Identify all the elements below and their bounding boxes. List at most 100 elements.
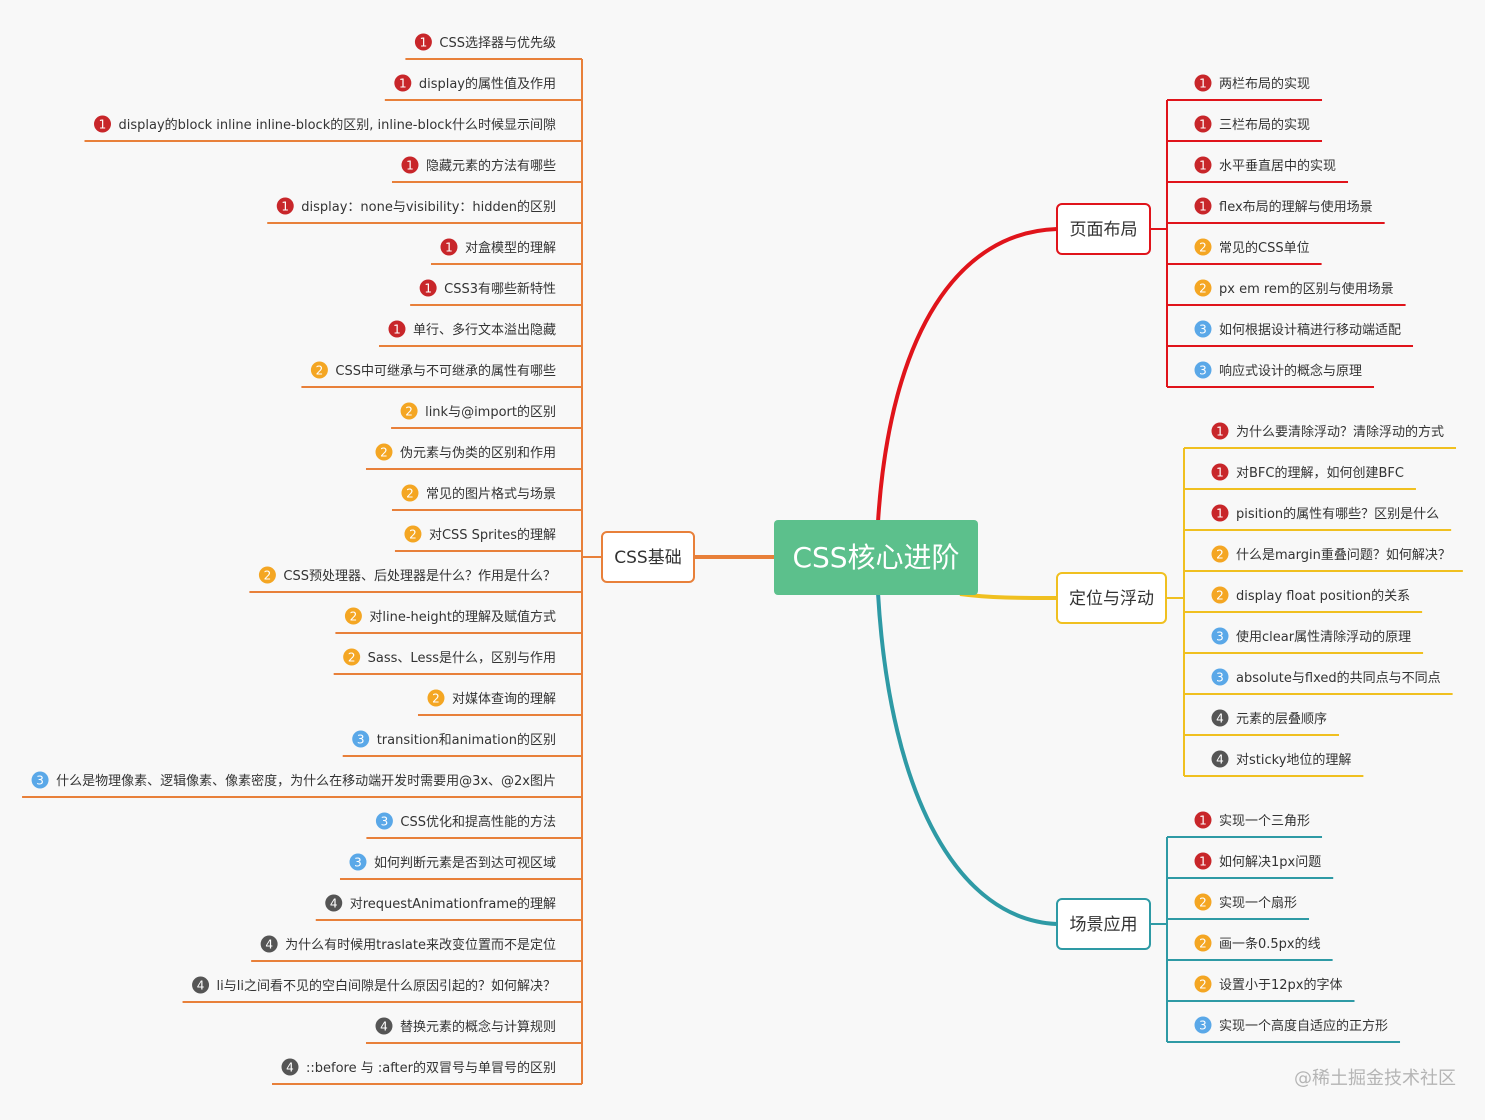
priority-badge-circle (325, 894, 343, 912)
priority-badge-number: 4 (380, 1020, 388, 1034)
left-leaf[interactable]: ::before 与 :after的双冒号与单冒号的区别 4 (272, 1058, 582, 1085)
scene-branch-leaf[interactable]: 画一条0.5px的线 2 (1167, 934, 1333, 961)
layout-branch-leaf[interactable]: 如何根据设计稿进行移动端适配 3 (1167, 320, 1414, 347)
left-leaf[interactable]: display：none与visibility：hidden的区别 1 (267, 197, 582, 224)
left-leaf[interactable]: CSS3有哪些新特性 1 (410, 279, 582, 306)
priority-badge-number: 1 (1199, 814, 1207, 828)
left-leaf[interactable]: link与@import的区别 2 (391, 402, 582, 429)
layout-branch-leaf[interactable]: 响应式设计的概念与原理 3 (1167, 361, 1375, 388)
topic-scene-apps[interactable]: 场景应用 (1056, 898, 1151, 950)
priority-badge-circle (1211, 586, 1229, 604)
priority-badge: 3 (1194, 1016, 1212, 1034)
priority-badge: 2 (1194, 238, 1212, 256)
priority-badge-number: 4 (197, 979, 205, 993)
priority-badge: 4 (325, 894, 343, 912)
float-branch-leaf[interactable]: 元素的层叠顺序 4 (1184, 709, 1340, 736)
float-branch-leaf[interactable]: 使用clear属性清除浮动的原理 3 (1184, 627, 1424, 654)
left-leaf[interactable]: 对盒模型的理解 1 (430, 238, 582, 265)
scene-branch-leaf[interactable]: 实现一个三角形 1 (1167, 811, 1323, 838)
layout-branch-leaf[interactable]: 水平垂直居中的实现 1 (1167, 156, 1349, 183)
priority-badge-number: 3 (1216, 630, 1224, 644)
priority-badge-circle (1194, 934, 1212, 952)
left-leaf-label: CSS预处理器、后处理器是什么？作用是什么？ (283, 569, 556, 584)
left-leaf[interactable]: CSS预处理器、后处理器是什么？作用是什么？ 2 (249, 566, 582, 593)
left-leaf[interactable]: 替换元素的概念与计算规则 4 (365, 1017, 582, 1044)
layout-branch-leaf-label: flex布局的理解与使用场景 (1219, 199, 1373, 215)
left-leaf-label: transition和animation的区别 (377, 732, 556, 748)
float-branch-leaf[interactable]: 对BFC的理解，如何创建BFC 1 (1184, 463, 1416, 490)
connector-root-layout (876, 227, 1058, 523)
priority-badge: 2 (258, 566, 276, 584)
topic-page-layout[interactable]: 页面布局 (1056, 203, 1151, 255)
priority-badge: 1 (1194, 115, 1212, 133)
root-node[interactable]: CSS核心进阶 (774, 520, 978, 595)
left-leaf[interactable]: 对line-height的理解及赋值方式 2 (335, 607, 582, 634)
left-leaf[interactable]: 常见的图片格式与场景 2 (391, 484, 582, 511)
left-leaf[interactable]: display的block inline inline-block的区别, in… (84, 115, 583, 142)
layout-branch-leaf[interactable]: 常见的CSS单位 2 (1167, 238, 1322, 265)
priority-badge: 2 (1194, 279, 1212, 297)
priority-badge-circle (400, 402, 418, 420)
layout-branch-leaf[interactable]: 三栏布局的实现 1 (1167, 115, 1323, 142)
priority-badge: 3 (31, 771, 49, 789)
left-leaf[interactable]: 为什么有时候用traslate来改变位置而不是定位 4 (251, 935, 582, 962)
priority-badge-circle (1211, 422, 1229, 440)
priority-badge: 3 (1211, 627, 1229, 645)
left-leaf[interactable]: CSS优化和提高性能的方法 3 (366, 812, 582, 839)
root-node-box (774, 520, 978, 595)
scene-branch-leaf-label: 画一条0.5px的线 (1219, 936, 1321, 952)
left-leaf[interactable]: transition和animation的区别 3 (342, 730, 582, 757)
priority-badge-number: 1 (1199, 200, 1207, 214)
float-branch-leaf[interactable]: 什么是margin重叠问题？如何解决？ 2 (1184, 545, 1463, 572)
scene-branch-leaf[interactable]: 实现一个高度自适应的正方形 3 (1167, 1016, 1401, 1043)
priority-badge: 2 (343, 648, 361, 666)
float-branch-leaf[interactable]: display float position的关系 2 (1184, 586, 1423, 613)
priority-badge-number: 2 (1199, 241, 1207, 255)
priority-badge: 2 (427, 689, 445, 707)
left-leaf[interactable]: 对requestAnimationframe的理解 4 (315, 894, 582, 921)
layout-branch-leaf-label: 三栏布局的实现 (1219, 117, 1310, 133)
topic-css-basics[interactable]: CSS基础 (601, 531, 695, 583)
priority-badge-circle (394, 74, 412, 92)
priority-badge-circle (1194, 893, 1212, 911)
float-branch-leaf[interactable]: pisition的属性有哪些？区别是什么 1 (1184, 504, 1452, 531)
left-leaf[interactable]: li与li之间看不见的空白间隙是什么原因引起的？如何解决？ 4 (182, 976, 582, 1003)
left-leaf[interactable]: 伪元素与伪类的区别和作用 2 (365, 443, 582, 470)
left-leaf[interactable]: Sass、Less是什么，区别与作用 2 (333, 648, 582, 675)
left-leaf[interactable]: 对CSS Sprites的理解 2 (394, 525, 582, 552)
priority-badge-number: 1 (393, 323, 401, 337)
priority-badge: 1 (1194, 156, 1212, 174)
scene-branch-leaf[interactable]: 如何解决1px问题 1 (1167, 852, 1334, 879)
priority-badge-circle (343, 648, 361, 666)
left-leaf-label: 如何判断元素是否到达可视区域 (374, 855, 556, 871)
float-branch-leaf[interactable]: 为什么要清除浮动？清除浮动的方式 1 (1184, 422, 1457, 449)
left-leaf-label: 对CSS Sprites的理解 (429, 527, 556, 543)
priority-badge: 1 (419, 279, 437, 297)
priority-badge: 3 (1211, 668, 1229, 686)
topic-position-float[interactable]: 定位与浮动 (1056, 572, 1167, 624)
left-leaf[interactable]: CSS选择器与优先级 1 (405, 33, 582, 60)
layout-branch-leaf[interactable]: flex布局的理解与使用场景 1 (1167, 197, 1385, 224)
topic-page-layout-label: 页面布局 (1070, 220, 1138, 240)
left-leaf[interactable]: 单行、多行文本溢出隐藏 1 (378, 320, 582, 347)
left-leaf[interactable]: CSS中可继承与不可继承的属性有哪些 2 (301, 361, 582, 388)
left-leaf[interactable]: 隐藏元素的方法有哪些 1 (391, 156, 582, 183)
scene-branch-leaf[interactable]: 设置小于12px的字体 2 (1167, 975, 1355, 1002)
topic-css-basics-label: CSS基础 (614, 548, 681, 568)
left-leaf[interactable]: 如何判断元素是否到达可视区域 3 (339, 853, 582, 880)
priority-badge: 2 (310, 361, 328, 379)
scene-branch-leaf[interactable]: 实现一个扇形 2 (1167, 893, 1310, 920)
float-branch-leaf-label: 元素的层叠顺序 (1236, 711, 1327, 727)
float-branch-leaf[interactable]: absolute与flxed的共同点与不同点 3 (1184, 668, 1453, 695)
left-leaf[interactable]: 对媒体查询的理解 2 (417, 689, 582, 716)
priority-badge-circle (427, 689, 445, 707)
layout-branch-leaf[interactable]: px em rem的区别与使用场景 2 (1167, 279, 1406, 306)
priority-badge-circle (349, 853, 367, 871)
layout-branch-leaf[interactable]: 两栏布局的实现 1 (1167, 74, 1323, 101)
float-branch-leaf[interactable]: 对sticky地位的理解 4 (1184, 750, 1364, 777)
scene-branch-leaf-label: 实现一个扇形 (1219, 895, 1297, 911)
left-leaf[interactable]: display的属性值及作用 1 (384, 74, 582, 101)
priority-badge: 4 (192, 976, 210, 994)
left-leaf[interactable]: 什么是物理像素、逻辑像素、像素密度，为什么在移动端开发时需要用@3x、@2x图片… (22, 771, 582, 798)
